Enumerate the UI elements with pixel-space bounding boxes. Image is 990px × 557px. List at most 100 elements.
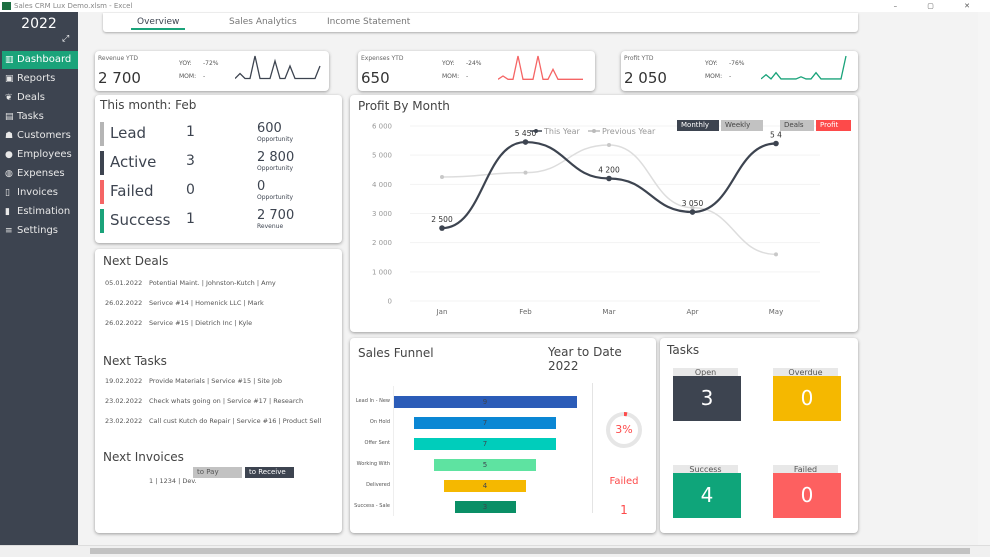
to-pay-button[interactable]: to Pay xyxy=(193,467,242,478)
yoy-label: YOY: xyxy=(705,60,718,67)
sidebar-item-label: Expenses xyxy=(17,168,65,179)
x-tick-label: Mar xyxy=(602,308,615,316)
sidebar-item-label: Invoices xyxy=(17,187,58,198)
coins-icon: ◍ xyxy=(5,169,13,179)
sidebar-item-tasks[interactable]: ▤ Tasks xyxy=(2,108,78,126)
legend-marker xyxy=(534,129,538,133)
data-label: 5 4 xyxy=(770,131,782,140)
funnel-bar: 5 xyxy=(434,459,536,471)
tab-overview[interactable]: Overview xyxy=(131,17,186,30)
sidebar-item-label: Deals xyxy=(17,92,45,103)
sidebar-item-expenses[interactable]: ◍ Expenses xyxy=(2,165,78,183)
expand-icon[interactable]: ⤢ xyxy=(62,34,70,44)
list-item[interactable]: 26.02.2022 Serivce #14 | Homenick LLC | M… xyxy=(105,299,264,307)
tab-income-statement[interactable]: Income Statement xyxy=(327,17,411,27)
to-receive-button[interactable]: to Receive xyxy=(245,467,294,478)
tile-label: Overdue xyxy=(773,368,838,377)
tile-value: 3 xyxy=(673,376,741,421)
sliders-icon: ≡ xyxy=(5,226,13,236)
sidebar-item-label: Settings xyxy=(17,225,59,236)
funnel-stage-label: Offer Sent xyxy=(364,440,390,446)
item-date: 23.02.2022 xyxy=(105,417,143,425)
mom-value: - xyxy=(203,73,206,80)
status-sub: Opportunity xyxy=(257,194,294,201)
list-item[interactable]: 26.02.2022 Service #15 | Dietrich Inc | K… xyxy=(105,319,252,327)
sparkline-line xyxy=(498,55,583,80)
status-count: 3 xyxy=(186,153,195,169)
data-point xyxy=(773,140,779,147)
next-tasks-title: Next Tasks xyxy=(103,354,167,368)
sidebar-item-customers[interactable]: ☗ Customers xyxy=(2,127,78,145)
status-name: Lead xyxy=(110,124,147,142)
this-month-card: This month: Feb Lead 1 600 Opportunity Activ… xyxy=(95,95,342,243)
data-point xyxy=(522,139,529,145)
y-tick-label: 2 000 xyxy=(372,239,392,247)
funnel-bar: 7 xyxy=(413,417,557,429)
sidebar-item-estimation[interactable]: ▮ Estimation xyxy=(2,203,78,221)
mom-label: MOM: xyxy=(705,73,723,80)
task-tile-open[interactable]: Open 3 xyxy=(673,368,741,421)
sidebar-item-employees[interactable]: ● Employees xyxy=(2,146,78,164)
list-item[interactable]: 23.02.2022 Check whats going on | Service… xyxy=(105,397,303,405)
list-item[interactable]: 05.01.2022 Potential Maint. | Johnston-Ku… xyxy=(105,279,276,287)
sidebar-item-dashboard[interactable]: ▥ Dashboard xyxy=(2,51,78,69)
task-tile-success[interactable]: Success 4 xyxy=(673,465,741,518)
funnel-title: Sales Funnel xyxy=(358,346,434,360)
data-point xyxy=(607,142,611,147)
sidebar-item-invoices[interactable]: ▯ Invoices xyxy=(2,184,78,202)
list-item[interactable]: 19.02.2022 Provide Materials | Service #1… xyxy=(105,377,282,385)
item-date: 05.01.2022 xyxy=(105,279,143,287)
invoice-icon: ▯ xyxy=(5,188,10,198)
yoy-label: YOY: xyxy=(442,60,455,67)
y-tick-label: 4 000 xyxy=(372,181,392,189)
monthly-button[interactable]: Monthly xyxy=(677,120,719,131)
funnel-stage-label: Working With xyxy=(356,461,390,467)
funnel-stage-label: Lead In - New xyxy=(355,398,390,404)
funnel-divider xyxy=(592,383,593,513)
sparkline xyxy=(498,55,583,80)
x-tick-label: Feb xyxy=(519,308,532,316)
group-icon: ☗ xyxy=(5,131,14,141)
calculator-icon: ▮ xyxy=(5,207,10,217)
task-tile-failed[interactable]: Failed 0 xyxy=(773,465,841,518)
tasks-card: Tasks Open 3 Overdue 0 Success 4 Failed 0 xyxy=(660,338,858,533)
window-controls[interactable]: – ▢ ✕ xyxy=(893,2,984,10)
status-count: 0 xyxy=(186,182,195,198)
sidebar-item-settings[interactable]: ≡ Settings xyxy=(2,222,78,240)
list-item[interactable]: 23.02.2022 Call cust Kutch do Repair | Se… xyxy=(105,417,321,425)
funnel-bar: 4 xyxy=(444,480,526,492)
data-point xyxy=(690,205,695,210)
bar-chart-icon: ▥ xyxy=(5,55,14,65)
legend-label: Previous Year xyxy=(602,127,656,136)
sidebar-item-reports[interactable]: ▣ Reports xyxy=(2,70,78,88)
item-date: 26.02.2022 xyxy=(105,299,143,307)
task-tile-overdue[interactable]: Overdue 0 xyxy=(773,368,841,421)
failed-percent: 3% xyxy=(615,423,633,436)
data-point xyxy=(606,175,612,182)
tile-value: 4 xyxy=(673,473,741,518)
clipboard-icon: ▤ xyxy=(5,112,14,122)
data-point xyxy=(774,252,778,257)
tile-label: Success xyxy=(673,465,738,474)
status-name: Active xyxy=(110,153,157,171)
vertical-scrollbar[interactable] xyxy=(978,12,990,545)
item-date: 23.02.2022 xyxy=(105,397,143,405)
sidebar-item-label: Employees xyxy=(17,149,72,160)
deals-button[interactable]: Deals xyxy=(780,120,814,131)
scrollbar-thumb[interactable] xyxy=(90,548,970,554)
funnel-bar: 3 xyxy=(454,501,516,513)
tile-value: 0 xyxy=(773,376,841,421)
status-row-success: Success 1 2 700 Revenue xyxy=(100,208,335,235)
next-deals-title: Next Deals xyxy=(103,254,169,268)
sidebar-item-label: Estimation xyxy=(17,206,71,217)
data-label: 4 200 xyxy=(598,166,620,175)
sidebar-item-deals[interactable]: ❦ Deals xyxy=(2,89,78,107)
weekly-button[interactable]: Weekly xyxy=(721,120,763,131)
yoy-value: -24% xyxy=(466,60,482,67)
invoice-item[interactable]: 1 | 1234 | Dev. xyxy=(149,477,197,485)
status-row-failed: Failed 0 0 Opportunity xyxy=(100,179,335,206)
status-count: 1 xyxy=(186,124,195,140)
tab-sales-analytics[interactable]: Sales Analytics xyxy=(229,17,297,27)
year-selector[interactable]: 2022 xyxy=(21,16,57,32)
profit-button[interactable]: Profit xyxy=(816,120,851,131)
